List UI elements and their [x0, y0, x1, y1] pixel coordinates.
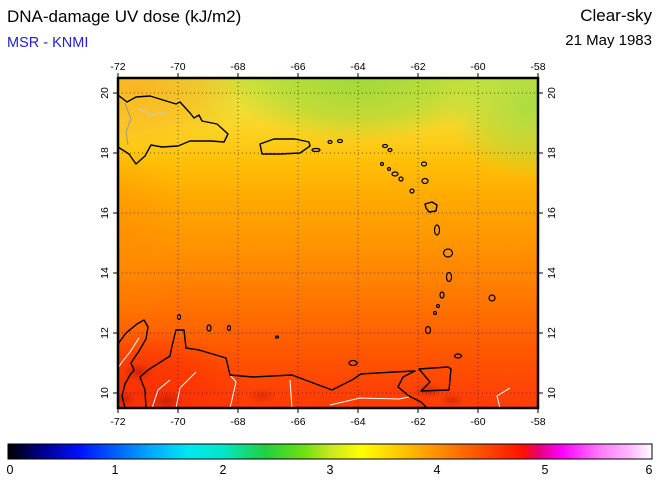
lat-tick-label-right: 20 — [546, 87, 558, 99]
lat-tick-label-right: 12 — [546, 327, 558, 339]
small-islands — [176, 138, 496, 367]
lon-tick-label-bottom: -58 — [530, 416, 545, 428]
lat-tick-label-left: 20 — [99, 87, 111, 99]
guadeloupe-coastline — [424, 201, 438, 213]
colorbar-gradient — [7, 443, 653, 460]
lon-tick-label-bottom: -64 — [350, 416, 365, 428]
lon-axis-top: -72 -70 -68 -66 -64 -62 -60 -58 — [110, 61, 545, 73]
lat-tick-label-right: 10 — [546, 387, 558, 399]
puerto-rico-coastline — [259, 138, 311, 155]
lon-tick-label-top: -66 — [290, 61, 305, 73]
lat-axis-left: 20 18 16 14 12 10 — [99, 87, 111, 399]
lon-tick-label-top: -58 — [530, 61, 545, 73]
colorbar-tick-label: 0 — [7, 463, 14, 477]
colorbar-tick-label: 6 — [646, 463, 653, 477]
hispaniola-coastline — [118, 94, 229, 165]
lon-tick-label-bottom: -60 — [470, 416, 485, 428]
lat-tick-label-left: 18 — [99, 147, 111, 159]
lon-tick-label-top: -72 — [110, 61, 125, 73]
colorbar-tick-label: 1 — [112, 463, 119, 477]
lat-tick-label-left: 10 — [99, 387, 111, 399]
lon-tick-label-top: -60 — [470, 61, 485, 73]
sky-condition-label: Clear-sky — [580, 6, 652, 25]
lat-tick-label-left: 12 — [99, 327, 111, 339]
page-title: DNA-damage UV dose (kJ/m2) — [7, 7, 241, 26]
colorbar-tick-label: 2 — [220, 463, 227, 477]
lon-axis-bottom: -72 -70 -68 -66 -64 -62 -60 -58 — [110, 416, 545, 428]
data-source-label: MSR - KNMI — [7, 35, 88, 51]
colorbar-tick-label: 5 — [542, 463, 549, 477]
lat-tick-label-right: 14 — [546, 267, 558, 279]
lat-tick-label-right: 18 — [546, 147, 558, 159]
lon-tick-label-top: -62 — [410, 61, 425, 73]
lon-tick-label-top: -64 — [350, 61, 365, 73]
axis-tick-marks — [113, 73, 543, 413]
hispaniola-border-line — [124, 102, 167, 146]
coastlines — [118, 94, 452, 408]
uv-field — [118, 78, 538, 408]
colorbar-tick-label: 3 — [327, 463, 334, 477]
lon-tick-label-bottom: -70 — [170, 416, 185, 428]
colorbar-tick-label: 4 — [434, 463, 441, 477]
lat-axis-right: 20 18 16 14 12 10 — [546, 87, 558, 399]
lon-tick-label-top: -68 — [230, 61, 245, 73]
lat-tick-label-left: 14 — [99, 267, 111, 279]
south-america-coastline — [118, 319, 428, 408]
lon-tick-label-bottom: -72 — [110, 416, 125, 428]
map-frame — [116, 76, 540, 410]
country-border-lines — [118, 337, 511, 408]
trinidad-coastline — [418, 366, 452, 392]
lon-tick-label-bottom: -62 — [410, 416, 425, 428]
lon-tick-label-bottom: -68 — [230, 416, 245, 428]
lat-tick-label-left: 16 — [99, 207, 111, 219]
lon-tick-label-bottom: -66 — [290, 416, 305, 428]
lat-tick-label-right: 16 — [546, 207, 558, 219]
date-label: 21 May 1983 — [565, 32, 652, 49]
lon-tick-label-top: -70 — [170, 61, 185, 73]
colorbar-axis: 0 1 2 3 4 5 6 — [7, 463, 653, 477]
